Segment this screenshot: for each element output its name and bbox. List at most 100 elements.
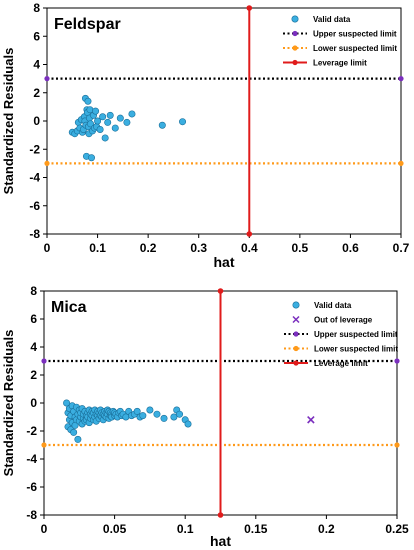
x-tick-label: 0.5 — [292, 241, 309, 255]
x-tick-label: 0.2 — [140, 241, 157, 255]
data-point — [179, 118, 187, 126]
legend-label: Upper suspected limit — [314, 330, 398, 339]
legend-item: Leverage limit — [284, 359, 368, 368]
data-point — [63, 399, 71, 407]
limit-endpoint — [398, 76, 404, 82]
legend: Valid data Upper suspected limit Lower sus… — [283, 15, 397, 68]
data-point — [88, 154, 96, 162]
data-point — [139, 412, 147, 420]
legend-marker — [292, 301, 300, 309]
x-tick-label: 0.4 — [241, 241, 258, 255]
legend-item: Lower suspected limit — [283, 44, 397, 53]
y-tick-label: 8 — [33, 1, 40, 15]
legend-label: Lower suspected limit — [313, 44, 397, 53]
legend-marker — [292, 45, 298, 51]
data-point — [146, 406, 154, 414]
limit-endpoint — [246, 231, 253, 237]
legend-item: Out of leverage — [292, 315, 373, 325]
x-tick-label: 0 — [44, 241, 51, 255]
panel-title: Mica — [51, 299, 87, 316]
x-tick-label: 0.1 — [89, 241, 106, 255]
legend-item: Upper suspected limit — [283, 30, 397, 39]
x-tick-label: 0 — [41, 522, 48, 536]
data-point — [170, 413, 178, 421]
y-tick-label: 2 — [30, 368, 37, 382]
limit-endpoint — [394, 358, 400, 364]
x-tick-label: 0.7 — [393, 241, 410, 255]
data-point — [153, 410, 161, 418]
limit-endpoint — [246, 5, 253, 11]
data-point — [158, 121, 166, 129]
out-of-leverage-point — [307, 416, 315, 424]
y-tick-label: -2 — [29, 142, 40, 156]
y-tick-label: -2 — [26, 424, 37, 438]
data-point — [92, 107, 100, 115]
data-point — [84, 97, 92, 105]
legend-marker — [292, 315, 300, 324]
data-point — [176, 410, 184, 418]
legend-marker — [291, 15, 299, 23]
x-tick-label: 0.6 — [342, 241, 359, 255]
legend-label: Upper suspected limit — [313, 30, 397, 39]
y-tick-label: -8 — [29, 227, 40, 241]
legend-marker — [292, 59, 298, 66]
data-point — [86, 120, 94, 128]
feldspar-panel: 8 6 4 2 0 -2 -4 -6 -8 0 0.1 0.2 0.3 0.4 0.5 0.6 0.7 hat St… — [1, 1, 410, 270]
y-tick-label: -8 — [26, 508, 37, 522]
limit-endpoint — [41, 442, 47, 448]
data-point — [123, 118, 131, 126]
limit-endpoint — [217, 288, 224, 294]
data-point — [104, 118, 112, 126]
data-point — [111, 124, 119, 132]
y-tick-label: 6 — [30, 312, 37, 326]
legend-marker — [293, 345, 299, 352]
legend-item: Leverage limit — [283, 59, 367, 68]
legend-marker — [293, 331, 299, 337]
x-tick-label: 0.2 — [318, 522, 335, 536]
data-point — [96, 125, 104, 133]
data-point — [160, 414, 168, 422]
x-axis-label: hat — [210, 533, 231, 549]
legend-marker — [292, 30, 298, 37]
legend-item: Valid data — [292, 301, 352, 310]
data-point — [128, 110, 136, 118]
data-point — [184, 420, 192, 428]
legend-item: Lower suspected limit — [284, 345, 398, 354]
y-tick-label: -4 — [26, 452, 37, 466]
data-point — [74, 435, 82, 443]
x-tick-label: 0.15 — [244, 522, 268, 536]
x-tick-label: 0.3 — [190, 241, 207, 255]
data-point — [133, 407, 141, 415]
y-tick-label: -6 — [26, 480, 37, 494]
legend-item: Upper suspected limit — [284, 330, 398, 339]
y-tick-label: 4 — [30, 340, 37, 354]
y-tick-label: 0 — [33, 114, 40, 128]
data-point — [101, 134, 109, 142]
mica-panel: 8 6 4 2 0 -2 -4 -6 -8 0 0.05 0.1 0.15 0.2 0.25 hat Stand… — [1, 284, 409, 549]
x-tick-label: 0.05 — [103, 522, 127, 536]
panel-title: Feldspar — [54, 16, 121, 33]
legend-item: Valid data — [291, 15, 351, 24]
y-tick-label: 6 — [33, 29, 40, 43]
legend-label: Lower suspected limit — [314, 345, 398, 354]
limit-endpoint — [398, 160, 404, 166]
y-tick-label: 4 — [33, 58, 40, 72]
limit-endpoint — [44, 160, 50, 166]
y-tick-label: -6 — [29, 199, 40, 213]
x-tick-label: 0.25 — [385, 522, 409, 536]
y-tick-label: 2 — [33, 86, 40, 100]
data-point — [70, 428, 78, 436]
data-point — [99, 113, 107, 121]
limit-endpoint — [41, 358, 47, 364]
y-tick-label: 8 — [30, 284, 37, 298]
legend-marker — [293, 360, 299, 366]
legend-label: Leverage limit — [313, 59, 367, 68]
legend-label: Valid data — [313, 15, 351, 24]
legend: Valid data Out of leverage Upper suspected… — [284, 301, 398, 368]
legend-label: Valid data — [314, 301, 352, 310]
limit-endpoint — [217, 512, 224, 518]
x-axis-label: hat — [214, 254, 235, 270]
cross-stroke — [307, 416, 315, 424]
data-point — [116, 114, 124, 122]
